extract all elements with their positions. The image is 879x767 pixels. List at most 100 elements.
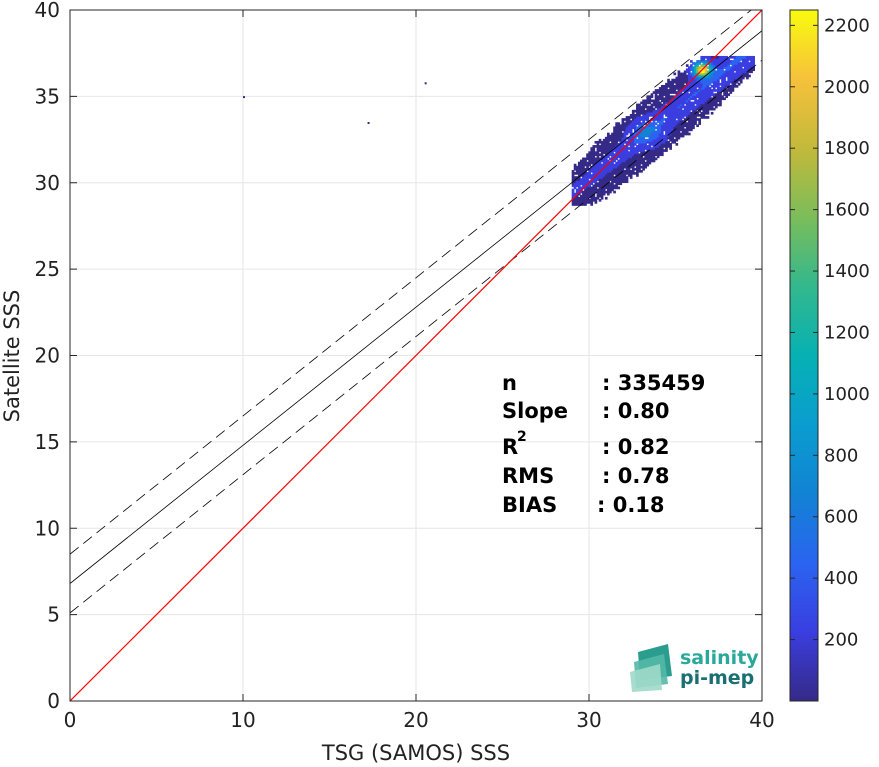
density-cell: [629, 157, 633, 161]
density-cell: [598, 186, 602, 190]
density-cell: [679, 99, 683, 103]
density-cell: [663, 143, 666, 146]
density-cell: [671, 80, 675, 84]
density-cell: [698, 113, 702, 117]
density-cell: [712, 72, 716, 76]
density-cell: [573, 192, 577, 196]
density-cell: [683, 128, 687, 132]
density-cell: [633, 140, 637, 144]
density-cell: [690, 95, 693, 99]
density-cell: [675, 82, 679, 86]
density-cell: [571, 172, 575, 175]
density-cell: [708, 78, 712, 82]
density-cell: [596, 176, 600, 179]
density-cell: [692, 62, 695, 65]
density-cell: [654, 103, 658, 107]
density-cell: [706, 80, 710, 84]
density-cell: [575, 203, 579, 206]
density-cell: [679, 128, 683, 132]
density-cell: [648, 101, 652, 105]
density-cell: [735, 72, 739, 76]
density-cell: [596, 163, 600, 167]
density-cell: [631, 157, 635, 161]
density-cell: [648, 126, 652, 130]
density-cell: [714, 93, 718, 96]
density-cell: [690, 74, 693, 78]
density-cell: [704, 103, 708, 107]
density-cell: [704, 84, 708, 88]
density-cell: [580, 165, 583, 169]
density-cell: [702, 60, 706, 63]
stat-n-value: : 335459: [602, 371, 705, 395]
density-cell: [741, 76, 745, 80]
density-cell: [683, 78, 687, 82]
density-cell: [604, 136, 608, 140]
density-cell: [673, 84, 677, 88]
density-cell: [644, 116, 648, 119]
density-cell: [621, 155, 625, 159]
density-cell: [648, 113, 652, 117]
density-cell: [582, 203, 585, 206]
density-cell: [663, 97, 666, 101]
density-cell: [708, 58, 712, 61]
density-cell: [677, 126, 681, 130]
density-cell: [741, 72, 745, 76]
density-cell: [646, 128, 650, 132]
density-cell: [625, 118, 629, 121]
density-cell: [750, 64, 753, 67]
density-cell: [677, 72, 681, 76]
density-cell: [654, 149, 658, 152]
density-cell: [648, 157, 652, 161]
density-cell: [638, 153, 641, 157]
density-cell: [636, 103, 639, 107]
density-cell: [673, 97, 677, 101]
density-cell: [669, 147, 672, 150]
density-cell: [611, 169, 614, 173]
density-cell: [619, 136, 623, 140]
density-cell: [623, 163, 627, 167]
density-cell: [652, 128, 656, 132]
density-cell: [685, 84, 689, 88]
density-cell: [575, 182, 579, 186]
density-cell: [721, 62, 724, 65]
density-cell: [640, 132, 643, 136]
density-cell: [642, 132, 645, 136]
density-cell: [619, 174, 623, 177]
density-cell: [727, 60, 731, 63]
density-cell: [571, 174, 575, 177]
density-cell: [584, 203, 587, 206]
density-cell: [644, 130, 648, 134]
density-cell: [727, 87, 731, 90]
density-cell: [615, 180, 618, 184]
density-cell: [725, 74, 728, 78]
density-cell: [683, 87, 687, 90]
density-cell: [652, 132, 656, 136]
density-cell: [631, 151, 635, 154]
density-cell: [627, 161, 631, 165]
density-cell: [731, 64, 735, 67]
density-cell: [702, 58, 706, 61]
density-cell: [629, 153, 633, 157]
density-cell: [665, 134, 668, 138]
density-cell: [573, 163, 577, 167]
density-cell: [650, 153, 654, 157]
density-cell: [748, 58, 751, 61]
density-cell: [704, 107, 708, 111]
density-cell: [606, 188, 610, 192]
density-cell: [744, 62, 747, 65]
density-cell: [648, 143, 652, 146]
density-cell: [648, 95, 652, 99]
density-cell: [735, 55, 739, 59]
density-cell: [604, 155, 608, 159]
density-cell: [710, 62, 714, 65]
stat-slope-label: Slope: [502, 399, 568, 423]
density-cell: [602, 167, 606, 171]
density-cell: [692, 97, 695, 101]
density-cell: [665, 93, 668, 96]
density-cell: [675, 84, 679, 88]
density-cell: [712, 68, 716, 72]
density-cell: [750, 55, 753, 59]
density-cell: [596, 174, 600, 177]
density-cell: [631, 120, 635, 123]
density-cell: [596, 153, 600, 157]
